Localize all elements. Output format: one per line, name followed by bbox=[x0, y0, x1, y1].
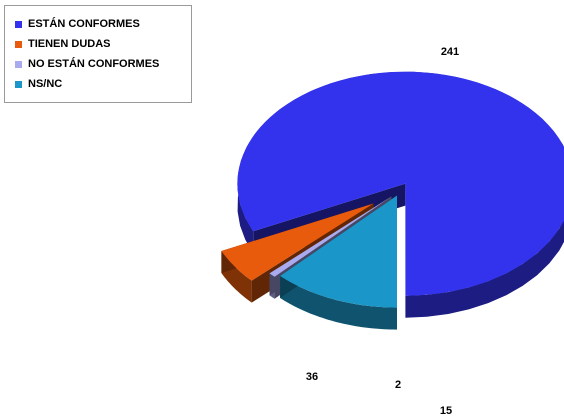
legend-item-ns-nc: NS/NC bbox=[15, 77, 62, 91]
legend-swatch-no-estan-conformes bbox=[15, 60, 22, 68]
data-label-estan-conformes: 241 bbox=[441, 46, 459, 58]
slice-wall-ns-nc bbox=[280, 276, 397, 330]
slice-tienen-dudas bbox=[221, 203, 374, 281]
slice-ns-nc bbox=[280, 195, 397, 308]
legend-swatch-ns-nc bbox=[15, 80, 22, 88]
legend-item-tienen-dudas: TIENEN DUDAS bbox=[15, 37, 111, 51]
legend-swatch-tienen-dudas bbox=[15, 40, 22, 48]
data-label-ns-nc: 36 bbox=[306, 371, 318, 383]
legend-label-ns-nc: NS/NC bbox=[28, 78, 63, 90]
slice-estan-conformes bbox=[237, 71, 564, 296]
legend-item-estan-conformes: ESTÁN CONFORMES bbox=[15, 17, 140, 31]
legend-item-no-estan-conformes: NO ESTÁN CONFORMES bbox=[15, 57, 159, 71]
legend-label-no-estan-conformes: NO ESTÁN CONFORMES bbox=[28, 58, 160, 70]
legend-swatch-estan-conformes bbox=[15, 20, 22, 28]
slice-no-estan-conformes bbox=[269, 196, 392, 277]
data-label-tienen-dudas: 15 bbox=[440, 405, 452, 417]
legend-label-estan-conformes: ESTÁN CONFORMES bbox=[28, 18, 140, 30]
pie-slices bbox=[221, 71, 564, 330]
legend-label-tienen-dudas: TIENEN DUDAS bbox=[28, 38, 111, 50]
chart-legend: ESTÁN CONFORMES TIENEN DUDAS NO ESTÁN CO… bbox=[4, 5, 192, 103]
data-label-no-estan-conformes: 2 bbox=[395, 379, 401, 391]
